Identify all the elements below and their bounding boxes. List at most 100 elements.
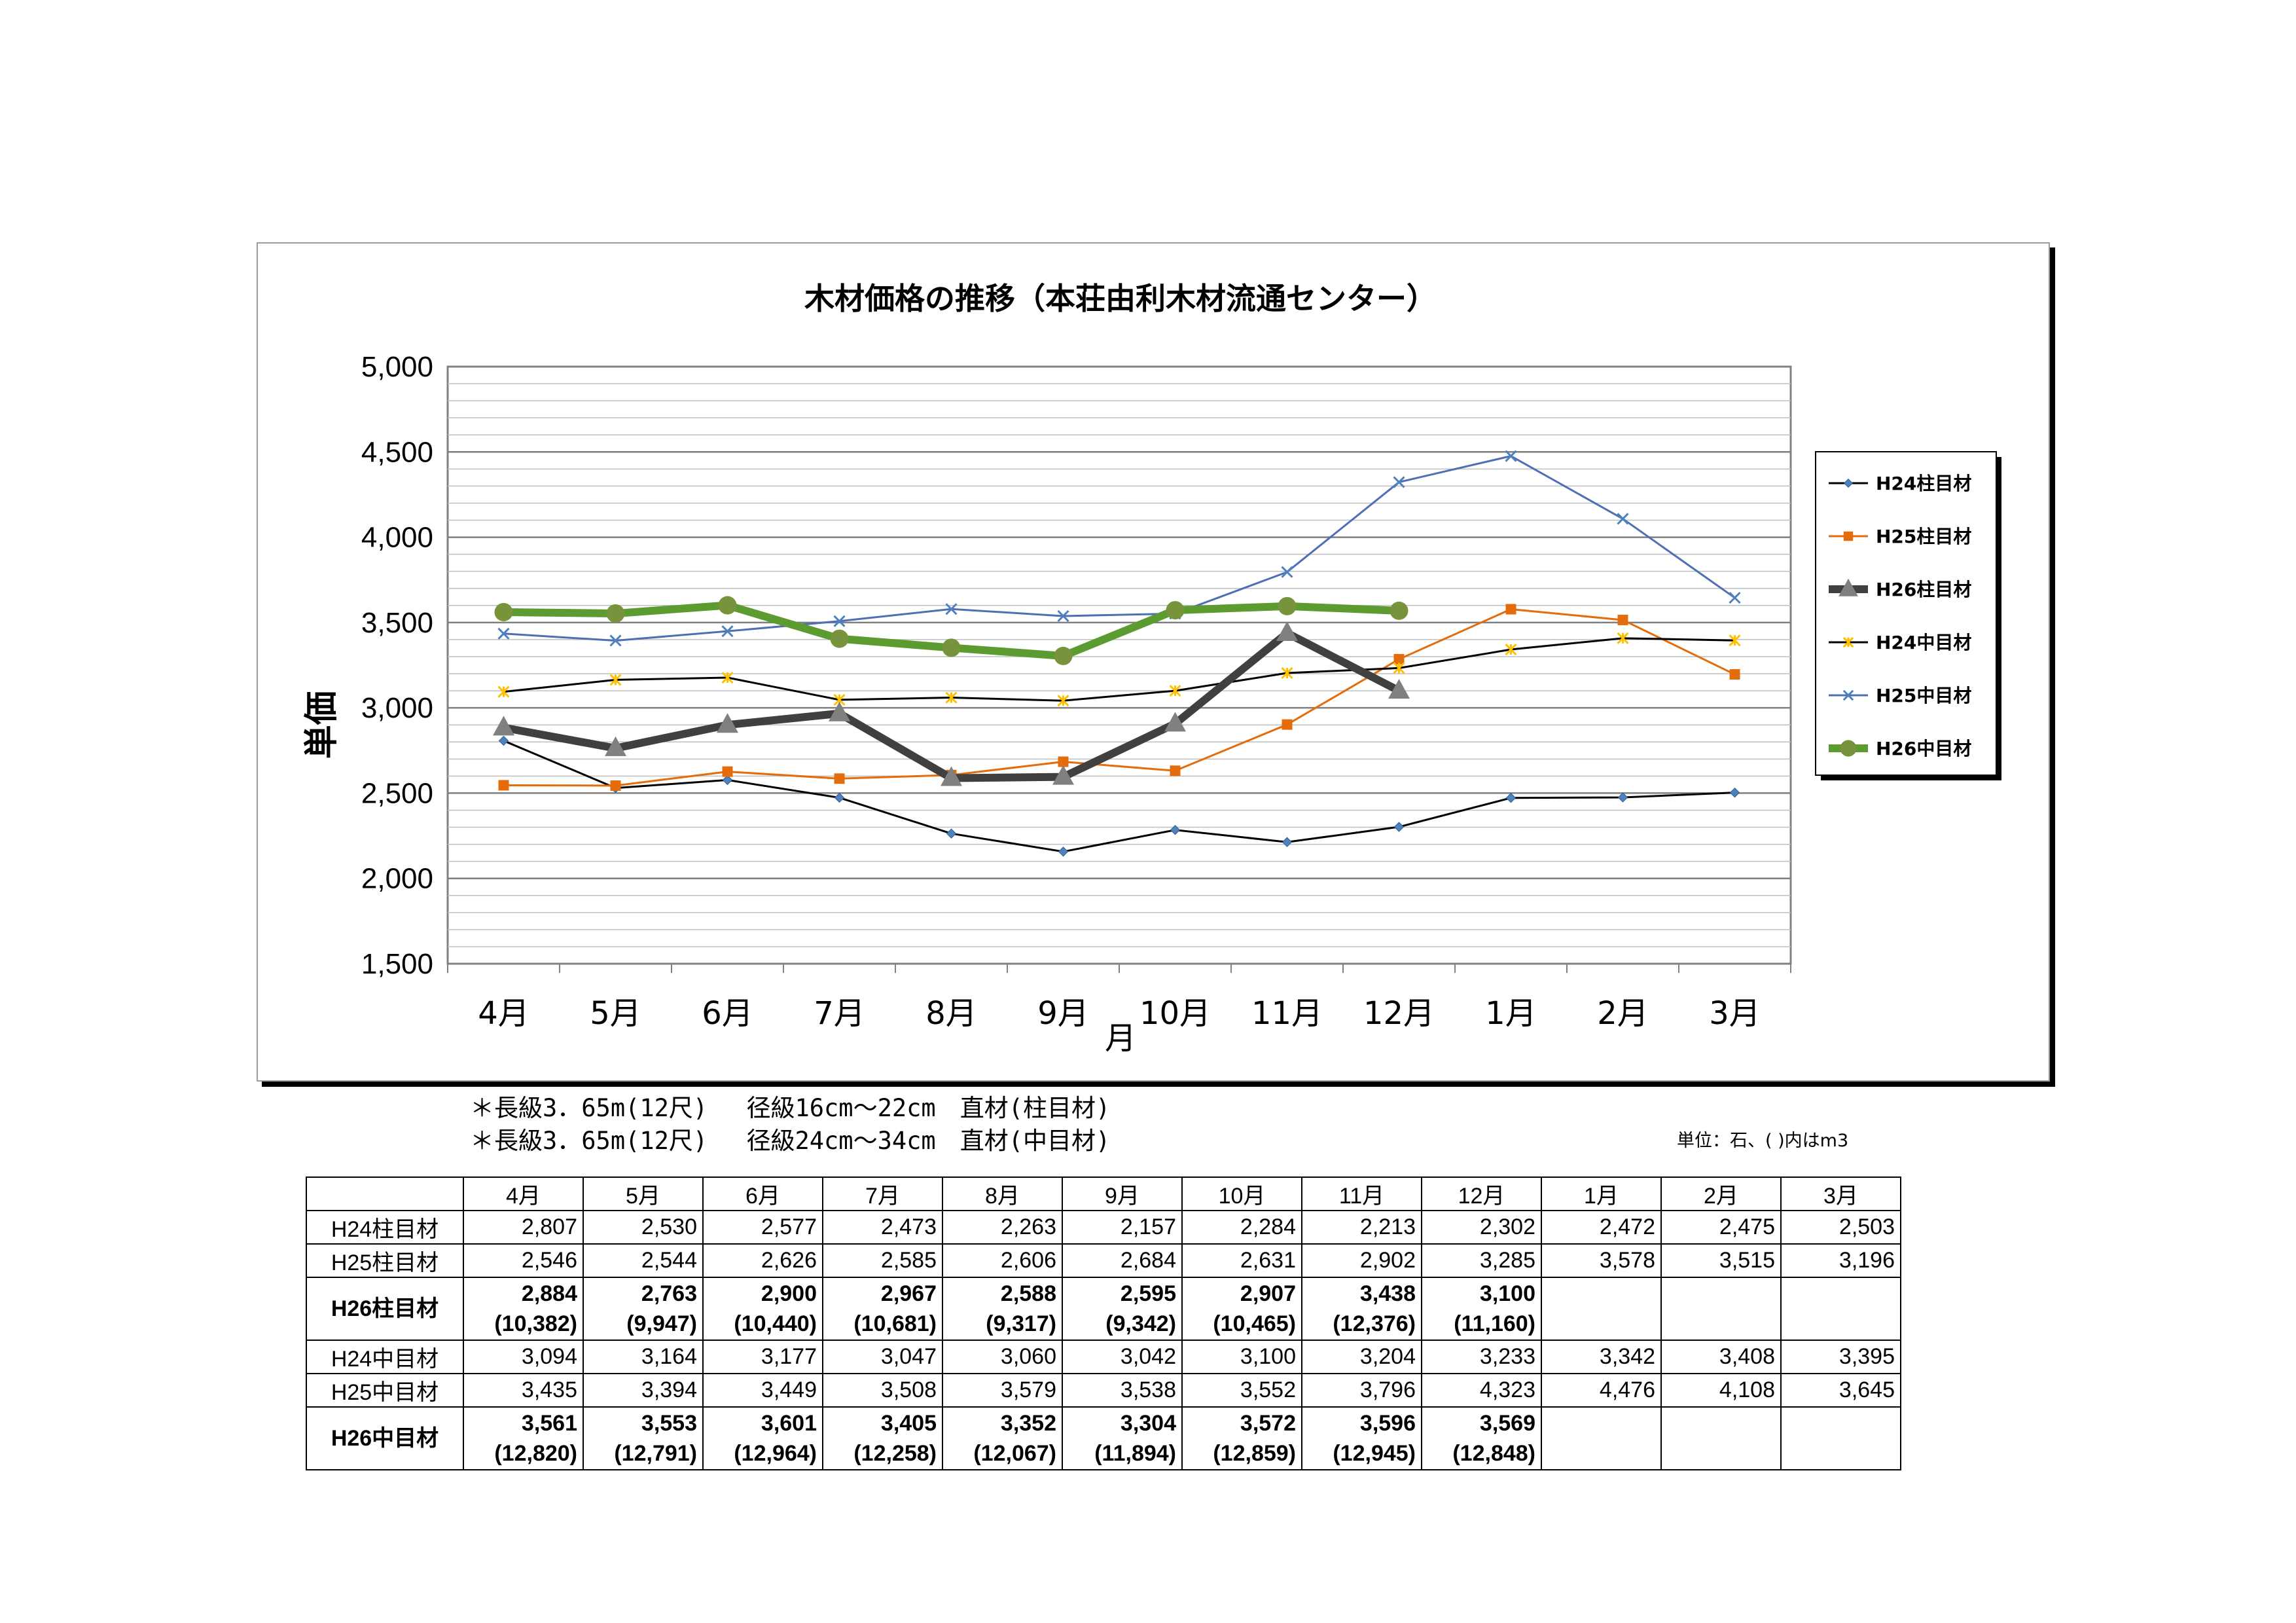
series-H25柱目材 (498, 604, 1740, 791)
cell-volume: (12,067) (973, 1441, 1056, 1466)
data-point (834, 792, 845, 803)
cell-volume: (12,848) (1452, 1441, 1535, 1466)
data-point (1393, 653, 1405, 665)
table-cell: 2,684 (1062, 1243, 1183, 1278)
cell-value: 3,304 (1120, 1411, 1176, 1436)
chart-title: 木材価格の推移（本荘由利木材流通センター） (804, 281, 1437, 316)
data-point (1390, 601, 1408, 620)
x-tick-label: 12月 (1363, 995, 1435, 1032)
table-cell: 2,544 (583, 1243, 704, 1278)
data-point (1617, 632, 1629, 644)
x-tick-label: 9月 (1037, 995, 1089, 1032)
data-point (1729, 592, 1741, 604)
cell-value: 3,100 (1240, 1344, 1296, 1369)
data-point (494, 602, 513, 621)
data-point (945, 603, 958, 615)
series-H25中目材 (497, 450, 1741, 647)
table-cell (1541, 1406, 1662, 1470)
x-tick-label: 2月 (1597, 995, 1649, 1032)
cell-value: 4,323 (1479, 1377, 1535, 1402)
table-cell: 2,595 (9,342) (1062, 1277, 1183, 1341)
data-point (1281, 666, 1293, 680)
table-cell (1660, 1406, 1782, 1470)
table-cell: 3,552 (1181, 1373, 1302, 1408)
y-tick-label: 2,500 (361, 777, 433, 809)
series-H24中目材 (497, 632, 1741, 707)
note-pillar: ＊長級3．65m(12尺) 径級16cm～22cm 直材(柱目材) (470, 1094, 1111, 1122)
data-point (1729, 669, 1740, 680)
table-cell: 3,405 (12,258) (822, 1406, 943, 1470)
cell-volume: (11,894) (1094, 1441, 1176, 1466)
table-cell: 2,606 (942, 1243, 1063, 1278)
y-axis-label: 単価 (302, 691, 342, 759)
data-point (1393, 822, 1405, 832)
data-point (497, 627, 510, 640)
cell-value: 3,553 (641, 1411, 697, 1436)
cell-value: 2,595 (1120, 1281, 1176, 1306)
cell-volume: (10,440) (734, 1311, 817, 1336)
legend-marker (1843, 478, 1854, 488)
cell-value: 2,588 (1000, 1281, 1056, 1306)
data-point (1505, 793, 1516, 803)
cell-value: 2,631 (1240, 1248, 1296, 1273)
series-line (503, 637, 1735, 702)
cell-value: 3,435 (521, 1377, 577, 1402)
cell-volume: (10,681) (853, 1311, 937, 1336)
series-line (503, 608, 1736, 787)
cell-value: 2,157 (1120, 1214, 1176, 1239)
cell-value: 4,108 (1719, 1377, 1775, 1402)
legend-label: H25中目材 (1876, 685, 1971, 706)
cell-value: 3,094 (521, 1344, 577, 1369)
cell-volume: (12,820) (494, 1441, 577, 1466)
table-cell: 3,572 (12,859) (1181, 1406, 1302, 1470)
price-table: 4月 5月 6月 7月 8月 9月 10月 11月 12月 1月 2月 3月 H24柱目材 2,807 2… (306, 1176, 1901, 1470)
data-point (1505, 643, 1517, 656)
table-header-cell: 12月 (1421, 1176, 1542, 1211)
cell-value: 2,213 (1359, 1214, 1416, 1239)
table-cell: 3,449 (702, 1373, 823, 1408)
cell-value: 2,684 (1120, 1248, 1176, 1273)
table-cell: 3,196 (1780, 1243, 1901, 1278)
x-tick-label: 8月 (925, 995, 977, 1032)
table-header-cell: 3月 (1780, 1176, 1901, 1211)
table-header-row: 4月 5月 6月 7月 8月 9月 10月 11月 12月 1月 2月 3月 (306, 1176, 1901, 1211)
legend-label: H24柱目材 (1876, 473, 1971, 494)
cell-value: 3,572 (1240, 1411, 1296, 1436)
line-chart: 1,500 2,000 2,500 3,000 3,500 4,000 4,500 5,000… (302, 281, 2001, 1057)
table-cell: 2,763 (9,947) (583, 1277, 704, 1341)
table-body: H24柱目材 2,807 2,530 2,577 2,473 2,263 2,157 2,28… (306, 1210, 1901, 1470)
data-point (1729, 787, 1740, 798)
cell-value: 3,569 (1479, 1411, 1535, 1436)
y-tick-label: 4,500 (361, 436, 433, 468)
table-header-cell: 7月 (822, 1176, 943, 1211)
cell-volume: (12,859) (1213, 1441, 1296, 1466)
row-label: H24柱目材 (306, 1210, 464, 1245)
cell-value: 3,100 (1479, 1281, 1535, 1306)
data-point (721, 625, 734, 638)
cell-value: 3,177 (761, 1344, 817, 1369)
cell-value: 4,476 (1599, 1377, 1655, 1402)
table-cell: 3,352 (12,067) (942, 1406, 1063, 1470)
row-label: H25中目材 (306, 1373, 464, 1408)
table-cell: 2,213 (1301, 1210, 1422, 1245)
cell-volume: (11,160) (1454, 1311, 1535, 1336)
data-point (833, 615, 846, 627)
cell-value: 2,475 (1719, 1214, 1775, 1239)
cell-value: 2,284 (1240, 1214, 1296, 1239)
data-point (1282, 837, 1293, 847)
cell-volume: (12,258) (853, 1441, 937, 1466)
data-point (1054, 646, 1073, 665)
data-point (945, 691, 958, 704)
cell-value: 2,546 (521, 1248, 577, 1273)
table-row: H24中目材 3,094 3,164 3,177 3,047 3,060 3,042 3,10… (306, 1340, 1901, 1374)
x-tick-label: 6月 (702, 995, 753, 1032)
table-cell: 3,538 (1062, 1373, 1183, 1408)
data-point (497, 685, 510, 698)
table-cell: 3,796 (1301, 1373, 1422, 1408)
cell-value: 3,408 (1719, 1344, 1775, 1369)
data-point (1057, 610, 1069, 623)
data-point (1281, 566, 1293, 578)
cell-value: 3,515 (1719, 1248, 1775, 1273)
table-corner (306, 1176, 464, 1211)
cell-value: 3,395 (1839, 1344, 1895, 1369)
